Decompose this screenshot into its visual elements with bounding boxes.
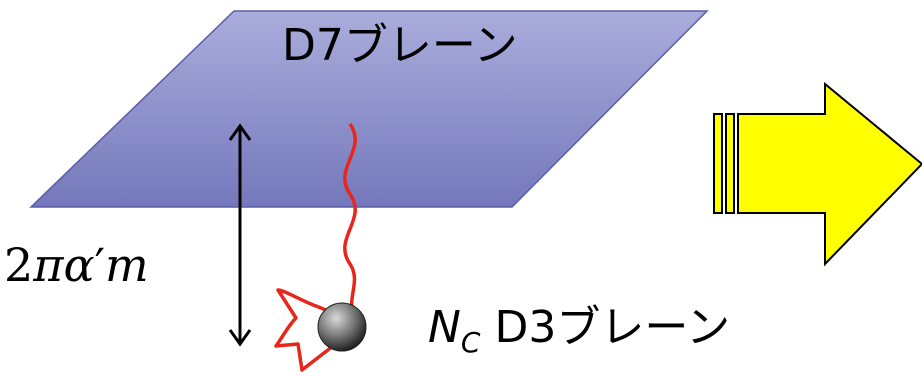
yellow-arrow (713, 81, 922, 267)
d3-brane-label: NC D3ブレーン (428, 298, 730, 373)
d7-brane-plane (29, 10, 709, 208)
loop-string (274, 288, 348, 372)
d3-brane-sphere (317, 302, 367, 352)
separation-prime: ′ (94, 238, 106, 292)
nc-subscript: C (460, 326, 481, 359)
separation-num: 2 (4, 238, 34, 292)
separation-var: m (105, 238, 149, 292)
nc-symbol: N (428, 302, 461, 353)
separation-label: 2πα′m (4, 234, 149, 296)
separation-greek: πα (33, 238, 95, 292)
wavy-string (343, 123, 357, 317)
separation-arrow (228, 123, 252, 347)
d7-brane-label: D7ブレーン (282, 20, 518, 71)
d3-brane-text: D3ブレーン (494, 302, 731, 353)
